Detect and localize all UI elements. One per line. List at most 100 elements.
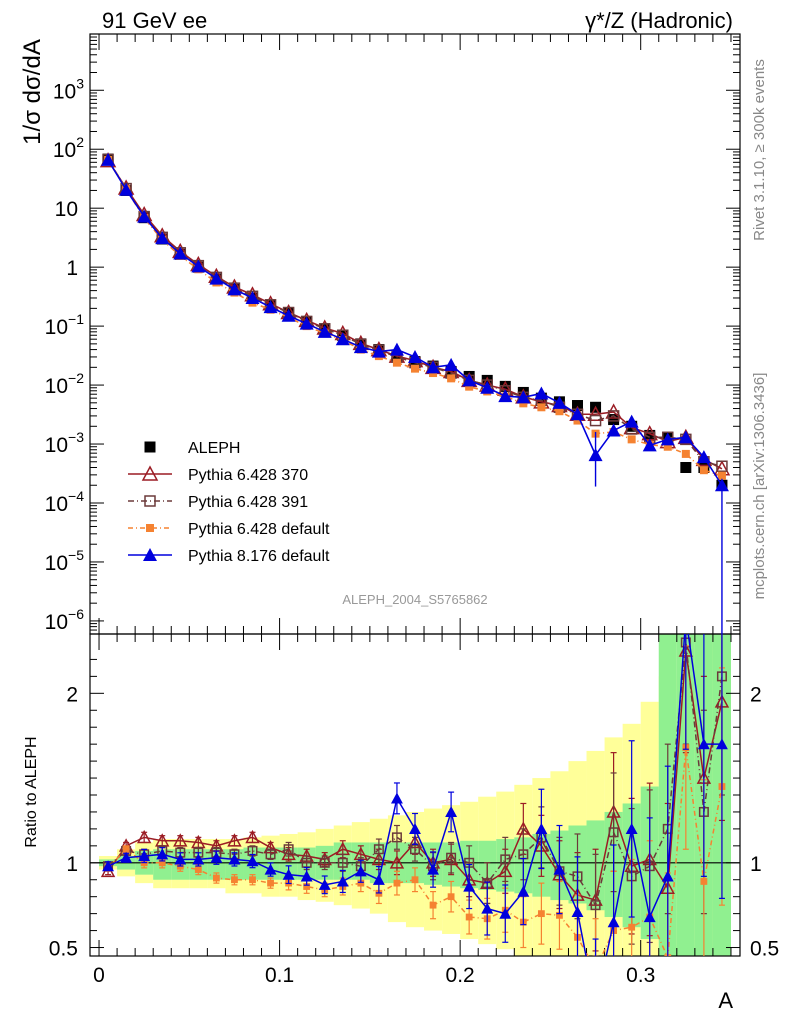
data-point (389, 342, 404, 356)
ratio-point (535, 822, 548, 834)
data-point (663, 442, 672, 451)
ratio-point (336, 875, 349, 887)
ratio-point (212, 874, 220, 882)
ratio-point (303, 883, 311, 890)
data-point (371, 344, 386, 358)
data-point (696, 450, 711, 464)
data-point (426, 360, 441, 374)
legend-marker (143, 548, 157, 561)
legend-label: ALEPH (188, 440, 240, 457)
ratio-point (411, 876, 419, 884)
ratio-point (228, 853, 241, 865)
ratio-point (102, 860, 115, 872)
data-point (570, 407, 585, 421)
x-tick-label: 0.3 (626, 964, 655, 987)
main-y-label: 1/σ dσ/dA (19, 39, 46, 145)
ratio-point (390, 792, 403, 804)
ratio-point (122, 845, 130, 853)
ratio-point (249, 876, 256, 884)
data-point (335, 332, 350, 346)
rivet-label: Rivet 3.1.10, ≥ 300k events (751, 59, 768, 241)
ratio-point (427, 863, 440, 875)
data-point (606, 423, 621, 437)
data-point (572, 400, 583, 412)
mcplots-label: mcplots.cern.ch [arXiv:1306.3436] (751, 373, 768, 600)
ratio-point (354, 865, 367, 877)
data-point (408, 349, 422, 363)
ratio-point (120, 851, 133, 863)
legend-marker (144, 441, 156, 453)
ratio-point (267, 879, 274, 887)
ratio-series-p8def (102, 634, 728, 1010)
data-point (699, 466, 708, 475)
y-tick-label: 10−6 (45, 606, 85, 634)
legend-label: Pythia 6.428 default (188, 521, 330, 538)
ratio-point (537, 910, 545, 918)
y-tick-label-right: 2 (750, 683, 762, 706)
data-point (353, 340, 368, 354)
header-left: 91 GeV ee (102, 8, 207, 33)
data-point (392, 358, 401, 367)
ratio-point (231, 876, 238, 884)
legend-marker (141, 465, 159, 481)
ratio-point (319, 857, 330, 868)
data-point (680, 461, 692, 473)
ratio-y-label: Ratio to ALEPH (23, 736, 40, 847)
ratio-point (300, 870, 313, 882)
legend-label: Pythia 8.176 default (188, 548, 330, 565)
x-ticks: 0 0.1 0.2 0.3 (93, 34, 732, 987)
header-right: γ*/Z (Hadronic) (585, 8, 733, 33)
data-point (209, 271, 224, 285)
data-point (555, 407, 564, 416)
ratio-point (697, 738, 710, 750)
y-tick-label-right: 0.5 (750, 938, 779, 961)
ratio-point (447, 893, 455, 901)
data-point (498, 389, 513, 403)
data-point (519, 399, 528, 408)
ratio-point (446, 852, 457, 863)
ratio-point (590, 999, 602, 1010)
y-tick-label: 10 (55, 198, 78, 221)
y-tick-label: 1 (66, 853, 78, 876)
data-point (480, 380, 495, 394)
ratio-point (553, 863, 566, 875)
ratio-point (227, 833, 242, 847)
ratio-point (246, 855, 259, 867)
data-point (137, 209, 152, 223)
data-point (660, 432, 675, 446)
ratio-point (481, 902, 494, 914)
data-point (534, 386, 549, 400)
data-point (537, 403, 546, 412)
ratio-point (174, 853, 187, 865)
data-point (245, 290, 260, 304)
ratio-point (245, 829, 260, 844)
data-point (191, 259, 206, 273)
data-point (552, 395, 567, 409)
ratio-y-ticks: 0.5 0.5 1 1 2 2 (49, 658, 779, 961)
legend: ALEPH Pythia 6.428 370 Pythia 6.428 391 Pyt… (128, 440, 330, 565)
data-point (678, 430, 693, 444)
main-frame (89, 33, 741, 635)
ratio-point (318, 878, 331, 890)
ratio-point (393, 879, 401, 887)
data-point (627, 435, 636, 444)
data-point (642, 438, 657, 452)
main-y-ticks: 10−6 10−5 10−4 10−3 10−2 10−1 1 10 102 103 (45, 33, 740, 635)
data-point (263, 300, 278, 314)
ratio-point (499, 907, 512, 919)
ratio-point (590, 900, 601, 911)
ratio-point (357, 879, 365, 887)
ratio-point (715, 738, 728, 750)
ratio-point (136, 829, 152, 844)
data-point (447, 374, 456, 383)
ratio-point (158, 859, 166, 867)
ratio-point (210, 851, 223, 863)
data-point (465, 382, 474, 391)
ratio-point (661, 870, 674, 882)
ratio-point (556, 911, 563, 919)
ratio-line (107, 747, 723, 956)
y-tick-label: 10−5 (45, 547, 85, 575)
